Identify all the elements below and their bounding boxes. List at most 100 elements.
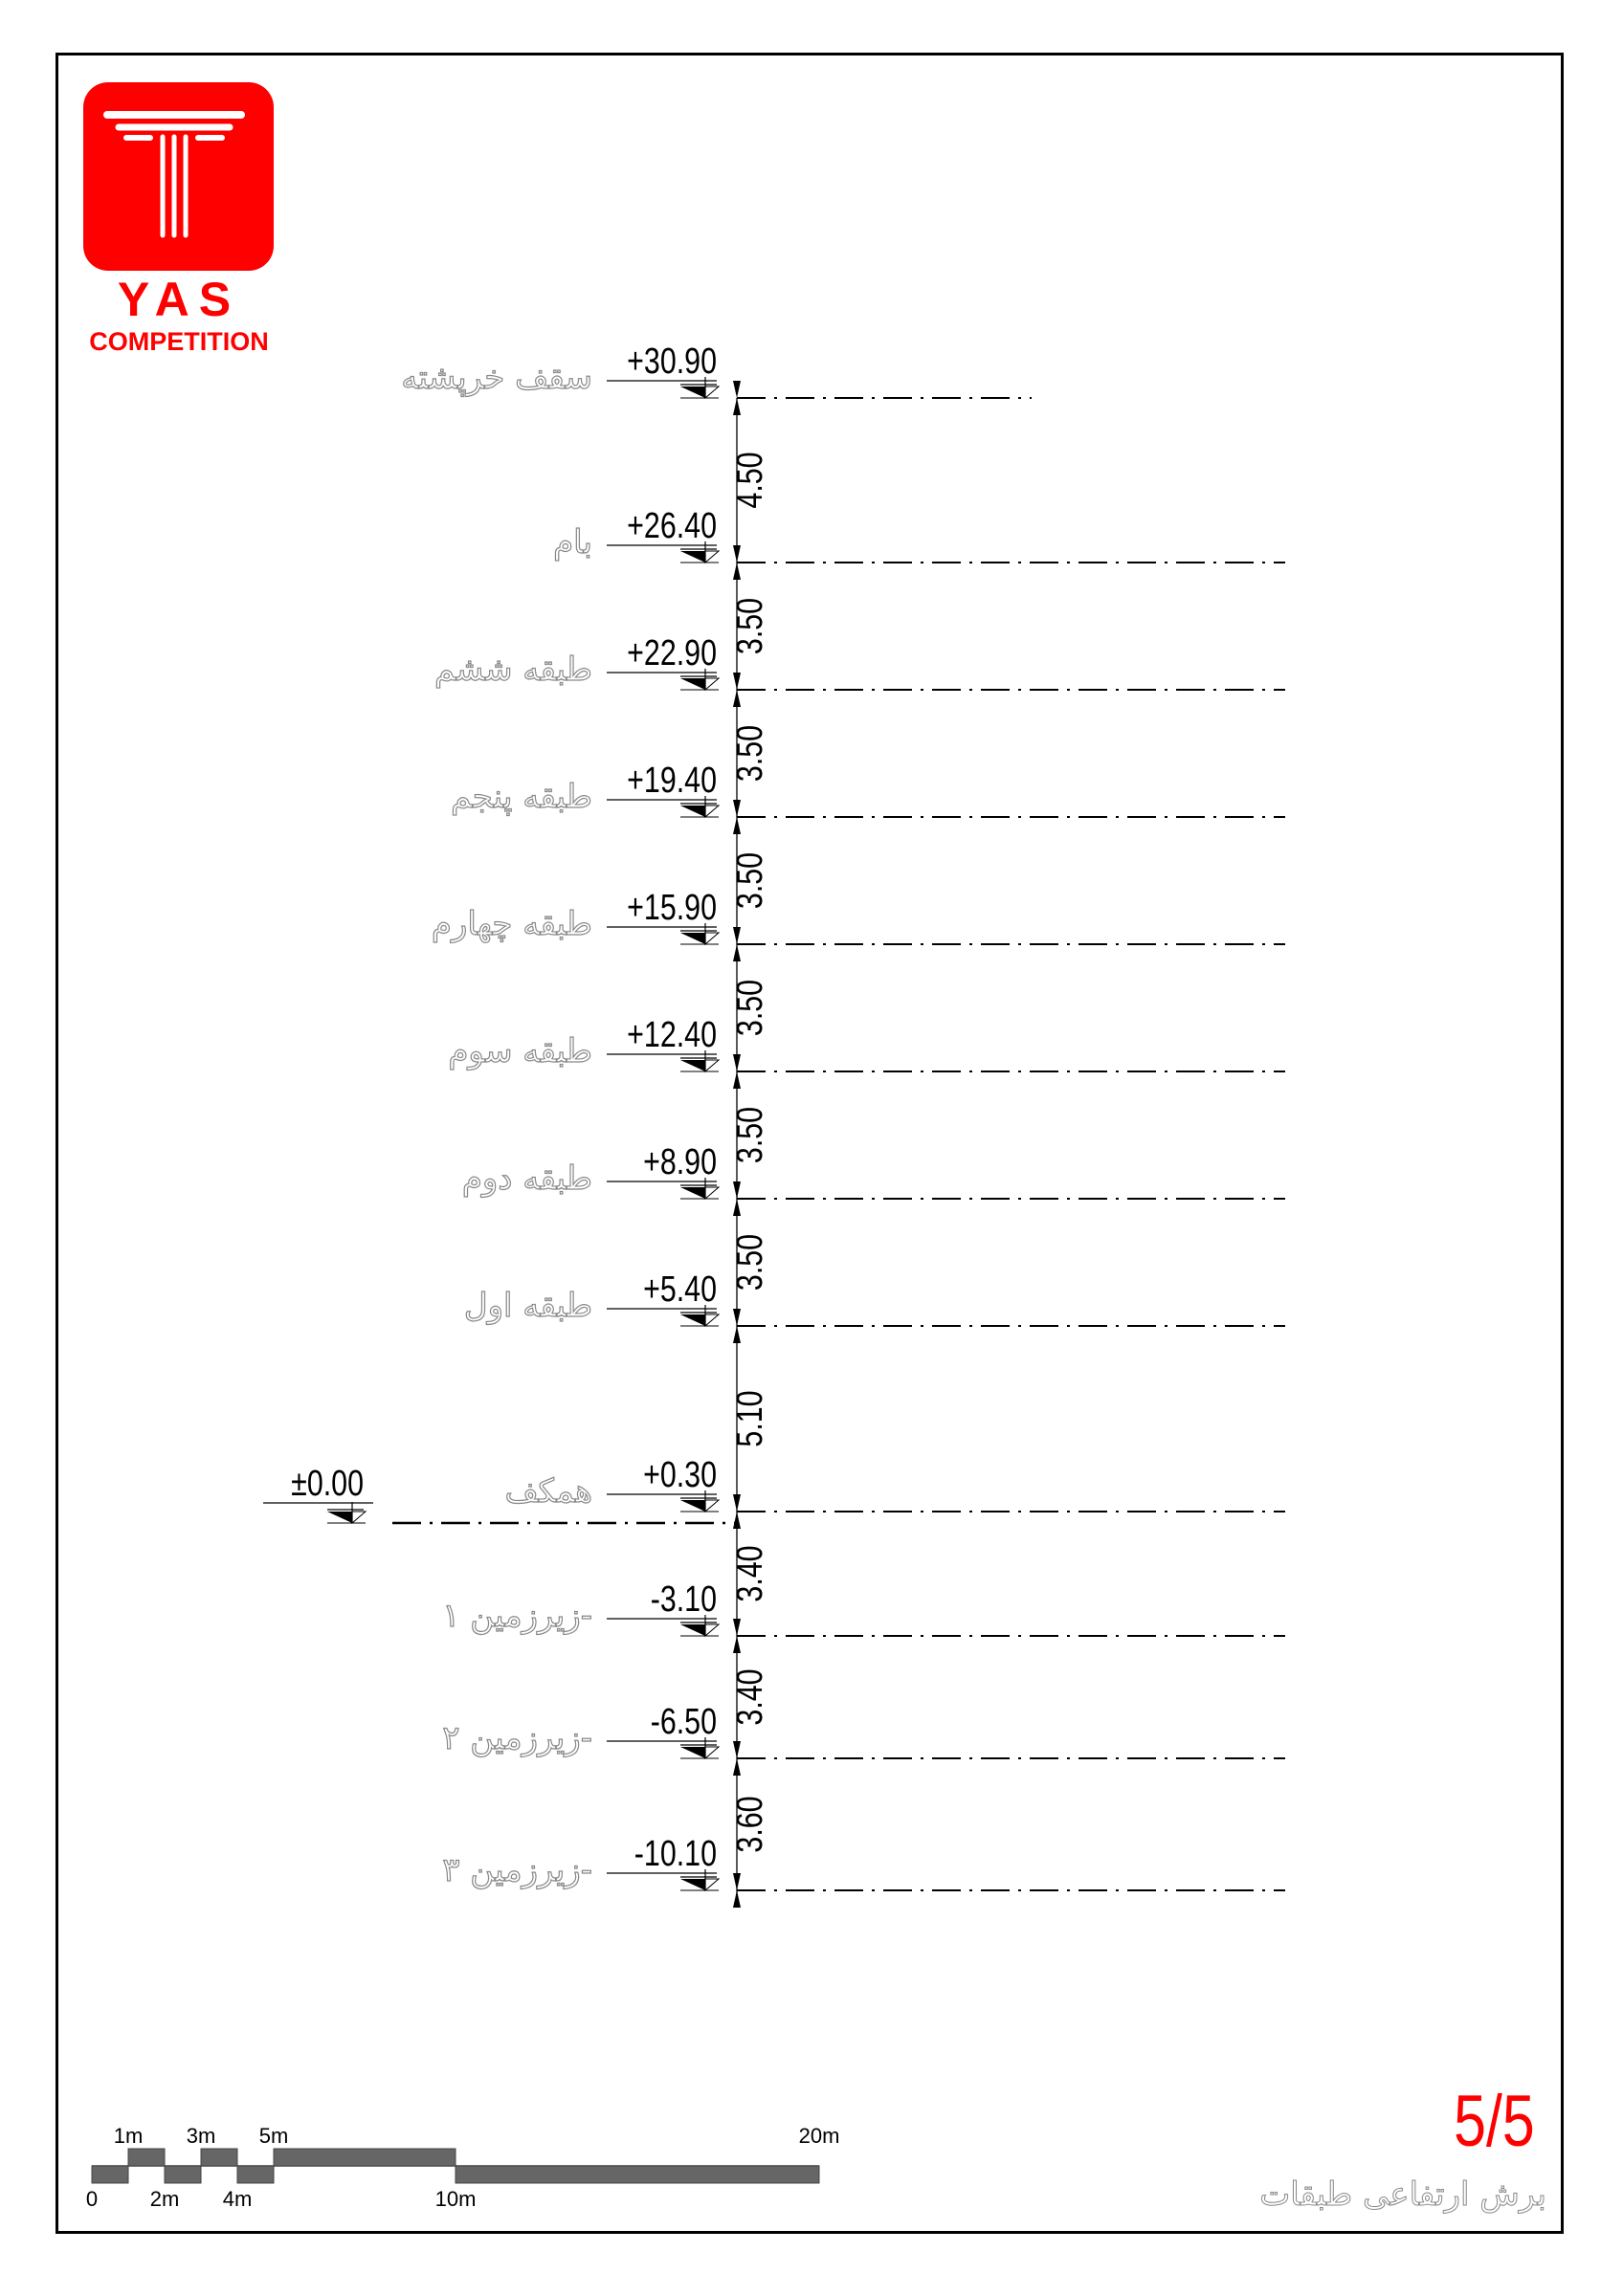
dimension-arrow-down xyxy=(733,800,741,817)
dimension-arrow-down xyxy=(733,1054,741,1071)
dimension-arrow-down xyxy=(733,1873,741,1890)
level-name: همکف xyxy=(504,1472,592,1511)
elevation-label: +0.30 xyxy=(643,1455,717,1495)
elevation-label: -3.10 xyxy=(651,1579,717,1620)
elevation-marker-outline xyxy=(704,550,721,564)
elevation-marker-outline xyxy=(704,932,721,946)
elevation-marker-fill xyxy=(680,678,705,690)
elevation-marker-outline xyxy=(704,1186,721,1201)
dimension-arrow-up xyxy=(733,398,741,415)
elevation-marker-fill xyxy=(680,386,705,398)
level-name: طبقه چهارم xyxy=(432,905,592,943)
elevation-label: +8.90 xyxy=(643,1142,717,1182)
dimension-arrow-down xyxy=(733,1741,741,1758)
logo-subtitle: COMPETITION xyxy=(89,327,269,356)
scale-bar-segment xyxy=(200,2148,238,2167)
scale-label-top: 1m xyxy=(114,2124,144,2148)
column-logo-icon xyxy=(103,111,245,238)
dimension-arrow-down xyxy=(733,1619,741,1636)
elevation-marker-fill xyxy=(680,806,705,817)
level-name: زیرزمین ۳- xyxy=(442,1851,592,1889)
level-name: طبقه پنجم xyxy=(451,778,592,816)
elevation-marker-fill xyxy=(680,1187,705,1199)
scale-bar-segment xyxy=(273,2148,456,2167)
ground-elevation-label: ±0.00 xyxy=(291,1464,364,1504)
scale-bar-segment xyxy=(455,2165,820,2184)
dimension-value: 3.40 xyxy=(730,1545,770,1601)
scale-label-bottom: 10m xyxy=(435,2187,477,2211)
dimension-arrow-up xyxy=(733,1199,741,1216)
ground-marker-fill xyxy=(327,1512,352,1523)
scale-label-bottom: 4m xyxy=(223,2187,253,2211)
elevation-marker-fill xyxy=(680,1879,705,1890)
elevation-label: -10.10 xyxy=(634,1834,717,1874)
dimension-value: 3.50 xyxy=(730,725,770,782)
dimension-arrow-down xyxy=(733,381,741,398)
scale-bar-segment xyxy=(91,2165,129,2184)
dimension-arrow-up xyxy=(733,563,741,580)
level-name: زیرزمین ۱- xyxy=(442,1597,592,1635)
elevation-marker-outline xyxy=(704,386,721,400)
dimension-arrow-up xyxy=(733,1326,741,1343)
dimension-arrow-up xyxy=(733,1890,741,1908)
dimension-arrow-down xyxy=(733,545,741,563)
scale-label-bottom: 2m xyxy=(150,2187,180,2211)
dimension-arrow-up xyxy=(733,1758,741,1776)
elevation-marker-outline xyxy=(704,1499,721,1513)
level-name: زیرزمین ۲- xyxy=(442,1719,592,1757)
elevation-label: +5.40 xyxy=(643,1269,717,1310)
dimension-arrow-up xyxy=(733,690,741,707)
elevation-marker-outline xyxy=(704,1059,721,1073)
elevation-marker-fill xyxy=(680,551,705,563)
elevation-marker-outline xyxy=(704,805,721,819)
dimension-value: 3.50 xyxy=(730,980,770,1036)
dimension-value: 3.40 xyxy=(730,1668,770,1725)
elevation-label: +30.90 xyxy=(627,342,717,382)
dimension-arrow-down xyxy=(733,1494,741,1512)
dimension-arrow-down xyxy=(733,1181,741,1199)
elevation-marker-outline xyxy=(704,1314,721,1328)
elevation-label: +22.90 xyxy=(627,633,717,673)
dimension-value: 3.50 xyxy=(730,598,770,654)
elevation-marker-fill xyxy=(680,1747,705,1758)
level-name: طبقه اول xyxy=(464,1287,592,1325)
dimension-arrow-up xyxy=(733,1071,741,1089)
elevation-label: +26.40 xyxy=(627,506,717,546)
dimension-value: 3.50 xyxy=(730,1234,770,1291)
scale-label-top: 20m xyxy=(799,2124,840,2148)
dimension-arrow-down xyxy=(733,673,741,690)
dimension-arrow-down xyxy=(733,927,741,944)
dimension-value: 3.50 xyxy=(730,852,770,909)
dimension-value: 5.10 xyxy=(730,1390,770,1446)
scale-bar-segment xyxy=(236,2165,275,2184)
elevation-label: +12.40 xyxy=(627,1015,717,1055)
scale-label-bottom: 0 xyxy=(86,2187,98,2211)
level-name: طبقه دوم xyxy=(462,1159,592,1198)
dimension-value: 4.50 xyxy=(730,452,770,508)
page-number: 5/5 xyxy=(1454,2081,1535,2162)
sheet-title: برش ارتفاعی طبقات xyxy=(1259,2175,1547,2215)
elevation-marker-fill xyxy=(680,1500,705,1512)
logo xyxy=(83,82,274,271)
dimension-value: 3.60 xyxy=(730,1796,770,1852)
elevation-marker-outline xyxy=(704,1623,721,1638)
elevation-label: +19.40 xyxy=(627,761,717,801)
dimension-arrow-down xyxy=(733,1309,741,1326)
level-name: طبقه سوم xyxy=(448,1032,592,1071)
elevation-marker-outline xyxy=(704,1746,721,1760)
elevation-marker-fill xyxy=(680,1624,705,1636)
level-name: بام xyxy=(553,523,592,562)
elevation-marker-outline xyxy=(704,1878,721,1892)
level-name: سقف خرپشته xyxy=(401,359,592,397)
dimension-value: 3.50 xyxy=(730,1107,770,1163)
dimension-arrow-up xyxy=(733,1512,741,1529)
dimension-arrow-up xyxy=(733,817,741,834)
scale-bar-segment xyxy=(127,2148,166,2167)
scale-label-top: 5m xyxy=(259,2124,289,2148)
scale-label-top: 3m xyxy=(187,2124,216,2148)
elevation-marker-fill xyxy=(680,933,705,944)
drawing-frame xyxy=(56,53,1564,2234)
elevation-label: +15.90 xyxy=(627,888,717,928)
elevation-label: -6.50 xyxy=(651,1702,717,1742)
